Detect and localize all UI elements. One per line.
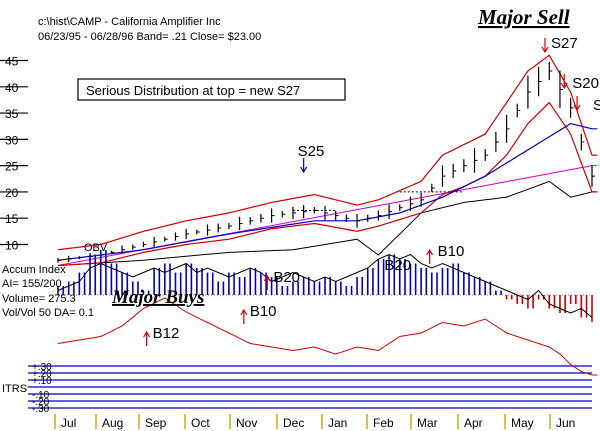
y-tick-label-6: 40 xyxy=(5,81,19,95)
sell-arrow-2 xyxy=(560,74,568,90)
buy-arrow-6 xyxy=(240,308,248,324)
y-tick-label-1: 15 xyxy=(5,212,19,226)
sell-arrow-3 xyxy=(573,96,581,112)
month-label-9: Apr xyxy=(464,416,483,430)
signal-label-6: B10 xyxy=(250,303,277,320)
obv-label: OBV xyxy=(84,242,108,254)
chart-title: Major Sell xyxy=(477,5,570,29)
sell-arrow-0 xyxy=(300,158,308,174)
accum-index-panel: B20 xyxy=(57,250,593,322)
signal-label-1: S27 xyxy=(551,35,578,52)
signal-markers: S25 S27 S20 S4 B10 B20 B10 B12 xyxy=(143,35,600,346)
month-label-1: Aug xyxy=(102,416,123,430)
signal-label-0: S25 xyxy=(298,143,325,160)
accum-marker-label: B20 xyxy=(384,257,411,274)
vol-vol-label: Vol/Vol 50 DA= 0.1 xyxy=(2,307,94,319)
buy-arrow-4 xyxy=(426,248,434,264)
itrs-panel: +.30+.20+.10 -.10-.20-.30 xyxy=(28,297,598,415)
itrs-label: ITRS xyxy=(2,383,27,395)
month-label-6: Jan xyxy=(328,416,347,430)
upper-band-line xyxy=(57,54,598,251)
month-axis: Jul Aug Sep Oct Nov Dec Jan Feb Mar Apr May Jun xyxy=(54,414,575,430)
annotation-text: Serious Distribution at top = new S27 xyxy=(86,83,300,98)
month-label-5: Dec xyxy=(283,416,304,430)
accum-index-stats: AI= 155/200 xyxy=(2,278,62,290)
month-label-4: Nov xyxy=(236,416,257,430)
buy-arrow-5 xyxy=(263,274,271,290)
chart-info-line: 06/23/95 - 06/28/96 Band= .21 Close= $23… xyxy=(38,31,261,43)
itrs-tick-label-3: -.10 xyxy=(32,390,50,401)
month-label-10: May xyxy=(511,416,534,430)
obv-line xyxy=(57,180,598,266)
month-label-0: Jul xyxy=(61,416,76,430)
itrs-tick-label-1: +.20 xyxy=(32,369,52,380)
month-label-2: Sep xyxy=(145,416,167,430)
y-tick-label-3: 25 xyxy=(5,160,19,174)
price-y-axis: 10 15 20 25 30 35 40 45 xyxy=(0,55,28,252)
y-tick-label-0: 10 xyxy=(5,238,19,252)
buy-arrow-7 xyxy=(143,330,151,346)
y-tick-label-2: 20 xyxy=(5,186,19,200)
accum-line xyxy=(57,253,593,318)
signal-label-2: S20 xyxy=(572,75,599,92)
signal-label-4: B10 xyxy=(438,243,465,260)
itrs-tick-label-2: +.10 xyxy=(32,376,52,387)
y-tick-label-4: 30 xyxy=(5,133,19,147)
volume-label: Volume= 275.3 xyxy=(2,293,76,305)
month-label-11: Jun xyxy=(556,416,575,430)
y-tick-label-5: 35 xyxy=(5,107,19,121)
major-buys-label: Major Buys xyxy=(111,287,204,308)
lower-band-line xyxy=(57,101,598,267)
month-label-3: Oct xyxy=(191,416,210,430)
y-tick-label-7: 45 xyxy=(5,55,19,69)
moving-average-line xyxy=(57,122,598,261)
chart-path-line: c:\hist\CAMP - California Amplifier Inc xyxy=(38,16,221,28)
month-label-7: Feb xyxy=(373,416,394,430)
month-label-8: Mar xyxy=(417,416,438,430)
itrs-line xyxy=(57,297,598,376)
sell-arrow-1 xyxy=(541,38,549,54)
accum-index-label: Accum Index xyxy=(2,264,66,276)
itrs-tick-label-0: +.30 xyxy=(32,362,52,373)
annotation-box xyxy=(77,78,346,101)
itrs-tick-label-5: -.30 xyxy=(32,404,50,415)
itrs-tick-label-4: -.20 xyxy=(32,397,50,408)
signal-label-5: B20 xyxy=(273,269,300,286)
signal-label-7: B12 xyxy=(153,325,180,342)
signal-label-3: S4 xyxy=(593,97,600,114)
